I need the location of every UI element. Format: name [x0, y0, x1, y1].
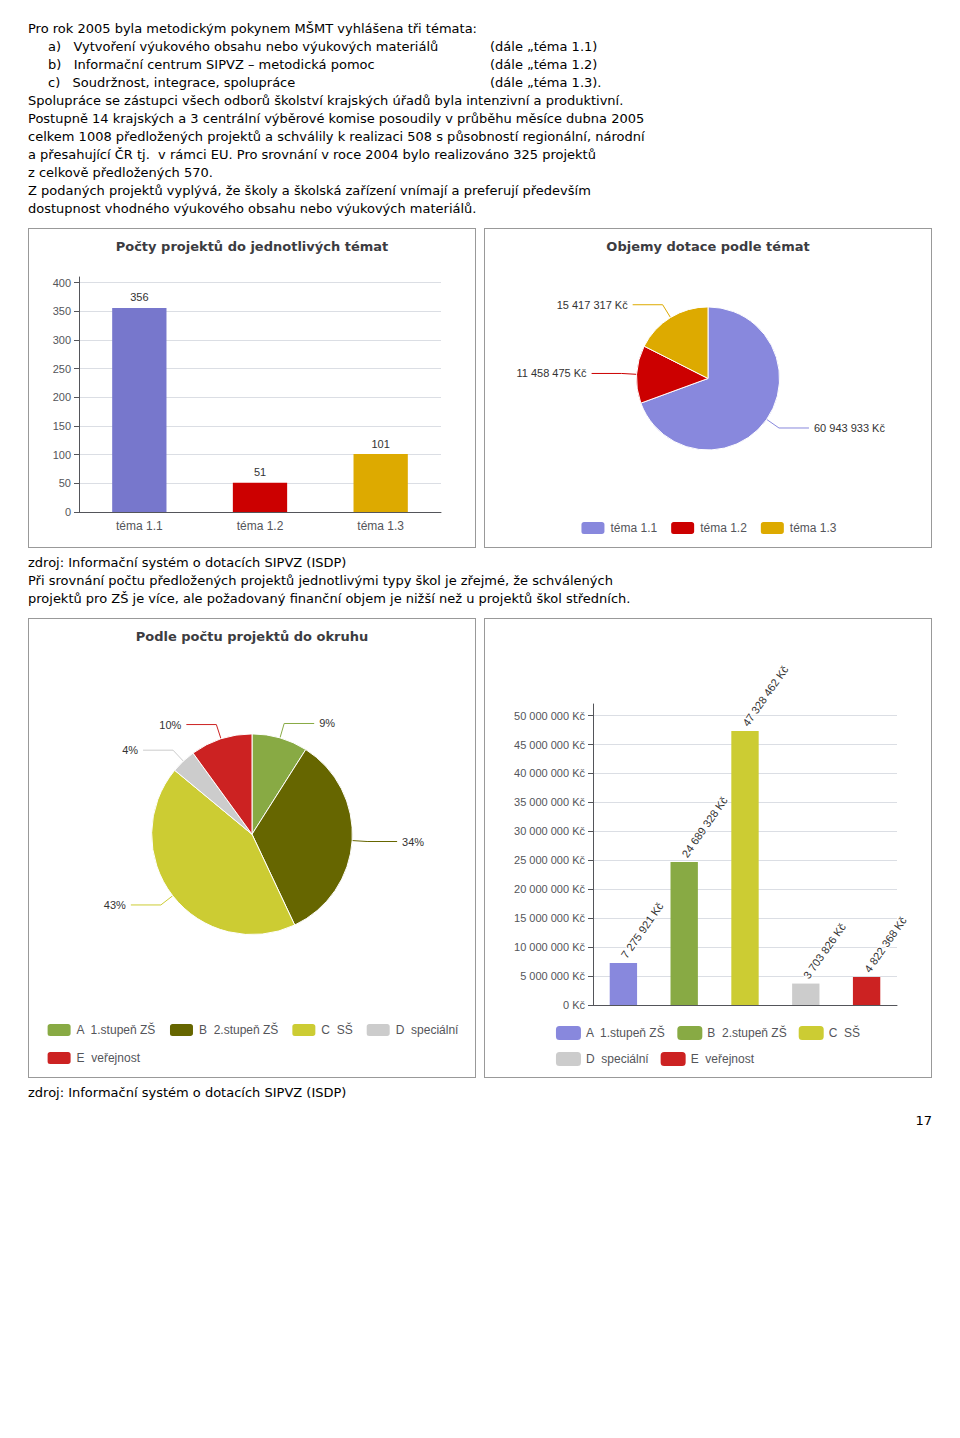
- svg-text:400: 400: [53, 277, 71, 289]
- html-text:Spolupráce se zástupci všech o: Spolupráce se zástupci všech odborů škol…: [28, 93, 624, 108]
- svg-text:téma 1.2: téma 1.2: [237, 519, 284, 533]
- html-text:b) Informační centrum SIPVZ –: b) Informační centrum SIPVZ – metodická …: [48, 57, 375, 72]
- svg-text:C SŠ: C SŠ: [829, 1025, 860, 1040]
- svg-text:43%: 43%: [104, 899, 126, 911]
- svg-text:téma 1.3: téma 1.3: [357, 519, 404, 533]
- svg-text:Podle počtu projektů do okruhu: Podle počtu projektů do okruhu: [136, 629, 369, 644]
- svg-text:Počty projektů do jednotlivých: Počty projektů do jednotlivých témat: [116, 239, 389, 254]
- html-text:Postupně 14 krajských a 3 cent: Postupně 14 krajských a 3 centrální výbě…: [28, 111, 645, 126]
- svg-text:10%: 10%: [159, 719, 181, 731]
- svg-text:D speciální: D speciální: [586, 1052, 649, 1066]
- svg-text:150: 150: [53, 420, 71, 432]
- svg-text:20 000 000 Kč: 20 000 000 Kč: [514, 883, 585, 895]
- html-text:dostupnost vhodného výukového: dostupnost vhodného výukového obsahu neb…: [28, 201, 477, 216]
- html-text:a přesahující ČR tj. v rámci E: a přesahující ČR tj. v rámci EU. Pro sro…: [28, 147, 596, 162]
- svg-text:9%: 9%: [319, 717, 335, 729]
- svg-text:7 275 921 Kč: 7 275 921 Kč: [618, 900, 665, 960]
- svg-text:15 000 000 Kč: 15 000 000 Kč: [514, 912, 585, 924]
- svg-text:4 822 368 Kč: 4 822 368 Kč: [862, 914, 909, 974]
- svg-text:téma 1.1: téma 1.1: [610, 521, 657, 535]
- svg-text:35 000 000 Kč: 35 000 000 Kč: [514, 796, 585, 808]
- svg-text:11 458 475 Kč: 11 458 475 Kč: [516, 367, 587, 379]
- svg-text:25 000 000 Kč: 25 000 000 Kč: [514, 854, 585, 866]
- svg-text:100: 100: [53, 449, 71, 461]
- svg-text:téma 1.3: téma 1.3: [790, 521, 837, 535]
- html-text:Pro rok 2005 byla metodickým p: Pro rok 2005 byla metodickým pokynem MŠM…: [28, 21, 477, 36]
- svg-text:200: 200: [53, 391, 71, 403]
- html-text:(dále „téma 1.1): (dále „téma 1.1): [490, 39, 598, 54]
- svg-text:A 1.stupeň ZŠ: A 1.stupeň ZŠ: [77, 1022, 156, 1037]
- svg-text:B 2.stupeň ZŠ: B 2.stupeň ZŠ: [707, 1025, 786, 1040]
- svg-text:10 000 000 Kč: 10 000 000 Kč: [514, 941, 585, 953]
- svg-text:50: 50: [59, 477, 71, 489]
- html-text:17: 17: [915, 1113, 932, 1128]
- svg-text:B 2.stupeň ZŠ: B 2.stupeň ZŠ: [199, 1022, 278, 1037]
- svg-text:350: 350: [53, 305, 71, 317]
- html-text:Při srovnání počtu předloženýc: Při srovnání počtu předložených projektů…: [28, 573, 613, 588]
- html-text:c) Soudržnost, integrace, spol: c) Soudržnost, integrace, spolupráce: [48, 75, 296, 90]
- svg-text:Objemy dotace podle témat: Objemy dotace podle témat: [606, 239, 809, 254]
- svg-text:60 943 933 Kč: 60 943 933 Kč: [814, 422, 885, 434]
- svg-text:101: 101: [371, 438, 389, 450]
- svg-text:51: 51: [254, 466, 266, 478]
- html-text:a) Vytvoření výukového obsahu: a) Vytvoření výukového obsahu nebo výuko…: [48, 39, 439, 54]
- svg-text:E veřejnost: E veřejnost: [77, 1051, 141, 1065]
- html-text:zdroj: Informační systém o dot: zdroj: Informační systém o dotacích SIPV…: [28, 1085, 347, 1100]
- html-text:(dále „téma 1.3).: (dále „téma 1.3).: [490, 75, 602, 90]
- svg-text:D speciální: D speciální: [396, 1023, 459, 1037]
- html-text:Z podaných projektů vyplývá, ž: Z podaných projektů vyplývá, že školy a …: [28, 183, 591, 198]
- svg-text:47 328 462 Kč: 47 328 462 Kč: [740, 663, 791, 728]
- html-text:zdroj: Informační systém o dot: zdroj: Informační systém o dotacích SIPV…: [28, 555, 347, 570]
- html-text:projektů pro ZŠ je více, ale p: projektů pro ZŠ je více, ale požadovaný …: [28, 591, 631, 606]
- html-text:(dále „téma 1.2): (dále „téma 1.2): [490, 57, 598, 72]
- html-text:z celkově předložených 570.: z celkově předložených 570.: [28, 165, 213, 180]
- svg-text:A 1.stupeň ZŠ: A 1.stupeň ZŠ: [586, 1025, 665, 1040]
- svg-text:45 000 000 Kč: 45 000 000 Kč: [514, 739, 585, 751]
- svg-text:0 Kč: 0 Kč: [563, 999, 586, 1011]
- svg-text:40 000 000 Kč: 40 000 000 Kč: [514, 767, 585, 779]
- svg-text:250: 250: [53, 363, 71, 375]
- svg-text:50 000 000 Kč: 50 000 000 Kč: [514, 710, 585, 722]
- html-text:celkem 1008 předložených proje: celkem 1008 předložených projektů a schv…: [28, 129, 645, 144]
- svg-text:E veřejnost: E veřejnost: [691, 1052, 755, 1066]
- svg-text:356: 356: [130, 291, 148, 303]
- svg-text:30 000 000 Kč: 30 000 000 Kč: [514, 825, 585, 837]
- svg-text:300: 300: [53, 334, 71, 346]
- svg-text:4%: 4%: [122, 744, 138, 756]
- svg-text:C SŠ: C SŠ: [321, 1022, 352, 1037]
- svg-text:34%: 34%: [402, 836, 424, 848]
- svg-text:téma 1.1: téma 1.1: [116, 519, 163, 533]
- svg-text:téma 1.2: téma 1.2: [700, 521, 747, 535]
- svg-text:5 000 000 Kč: 5 000 000 Kč: [520, 970, 585, 982]
- svg-text:24 689 328 Kč: 24 689 328 Kč: [679, 794, 730, 859]
- svg-text:15 417 317 Kč: 15 417 317 Kč: [557, 299, 628, 311]
- svg-text:3 703 826 Kč: 3 703 826 Kč: [801, 921, 848, 981]
- svg-text:0: 0: [65, 506, 71, 518]
